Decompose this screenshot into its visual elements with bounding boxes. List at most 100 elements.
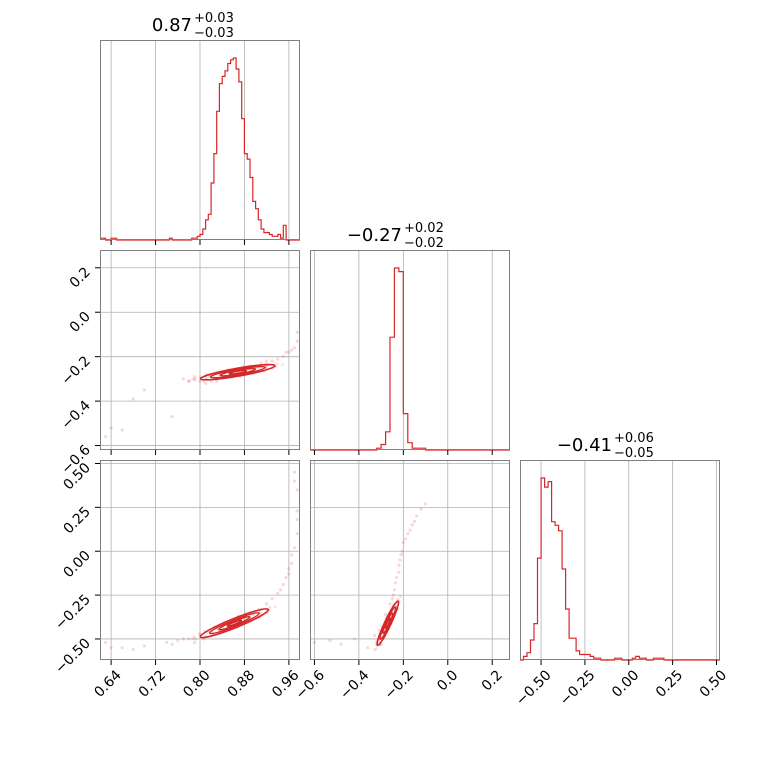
x-tick-label: 0.25 [653,667,686,700]
density-point [274,605,277,609]
scatter-point [192,375,197,379]
scatter-point [295,509,299,513]
scatter-point [270,359,274,363]
scatter-point [276,591,280,595]
scatter-point [395,575,399,580]
scatter-point [388,602,392,606]
density-point [275,362,279,366]
panel-frame [100,250,300,450]
panel-frame [310,250,510,450]
scatter-point [276,357,280,361]
title-median: −0.27 [347,225,402,246]
contour-line [199,363,276,381]
scatter-point [192,377,197,381]
grid-layer [100,40,717,660]
y-tick-label: −0.2 [58,353,93,388]
contour-line [219,367,257,377]
panel-title-2: −0.41 +0.06−0.05 [557,431,654,461]
scatter-point [103,435,108,439]
scatter-point [295,339,299,343]
scatter-point [287,572,291,576]
scatter-point [203,381,208,385]
scatter-point [292,470,297,474]
scatter-point [312,640,317,645]
scatter-point [270,596,274,601]
scatter-point [103,640,108,645]
scatter-point [281,582,285,587]
y-tick-label: 0.00 [60,548,93,581]
scatter-point [398,558,402,562]
contour-line [209,365,266,379]
contour-line [379,606,397,641]
scatter-point [170,642,174,646]
scatter-point [287,567,291,571]
scatter-point [328,639,332,643]
scatter-point [403,537,408,541]
scatter-point [393,581,398,585]
histogram-1 [310,267,510,451]
scatter-point [295,532,299,536]
scatter-point [278,588,283,592]
title-minus: −0.02 [404,236,444,251]
contour-line [376,600,400,647]
title-minus: −0.03 [194,26,234,41]
x-tick-label: 0.0 [434,667,461,694]
y-tick-label: −0.4 [58,398,93,433]
data-layer [100,57,720,661]
y-tick-label: 0.0 [67,309,94,336]
scatter-point [410,523,414,527]
contour-line [228,369,248,375]
scatter-point [192,635,197,639]
scatter-point [419,507,423,511]
y-tick-label: −0.50 [52,635,94,677]
panel-frame [520,460,720,660]
scatter-point [292,346,297,350]
scatter-point [109,646,113,650]
scatter-point [295,488,299,492]
x-tick-label: 0.72 [136,667,169,700]
density-point [191,637,195,640]
scatter-point [281,355,285,359]
scatter-point [290,348,294,352]
scatter-point [401,540,405,545]
scatter-point [400,549,404,553]
x-tick-label: 0.80 [180,667,213,700]
scatter-point [287,350,291,354]
scatter-point [377,628,381,632]
scatter-point [131,647,135,652]
scatter-point [192,640,197,645]
scatter-point [198,632,202,636]
scatter-point [366,646,370,650]
title-minus: −0.05 [614,446,654,461]
scatter-point [412,519,417,524]
density-point [374,647,378,651]
scatter-point [284,350,288,354]
density-point [396,597,400,601]
scatter-point [187,379,191,383]
x-tick-label: 0.88 [225,667,258,700]
scatter-point [181,637,185,641]
x-tick-label: 0.00 [609,667,642,700]
scatter-point [292,479,297,483]
scatter-point [391,593,395,597]
scatter-point [142,388,147,392]
scatter-point [198,379,202,383]
scatter-point [131,397,135,401]
frame-layer [95,40,720,665]
scatter-point [408,528,412,532]
scatter-point [290,561,294,566]
scatter-point [120,646,124,650]
y-tick-label: −0.25 [52,592,94,634]
scatter-point [406,532,410,536]
scatter-point [181,377,185,381]
scatter-point [165,640,169,645]
scatter-point [390,596,394,601]
scatter-point [187,637,191,641]
scatter-point [215,379,219,383]
title-plus: +0.06 [614,431,654,446]
scatter-point [392,588,397,592]
scatter-point [265,359,269,363]
scatter-point [295,518,299,522]
panel-title-1: −0.27 +0.02−0.02 [347,221,444,251]
